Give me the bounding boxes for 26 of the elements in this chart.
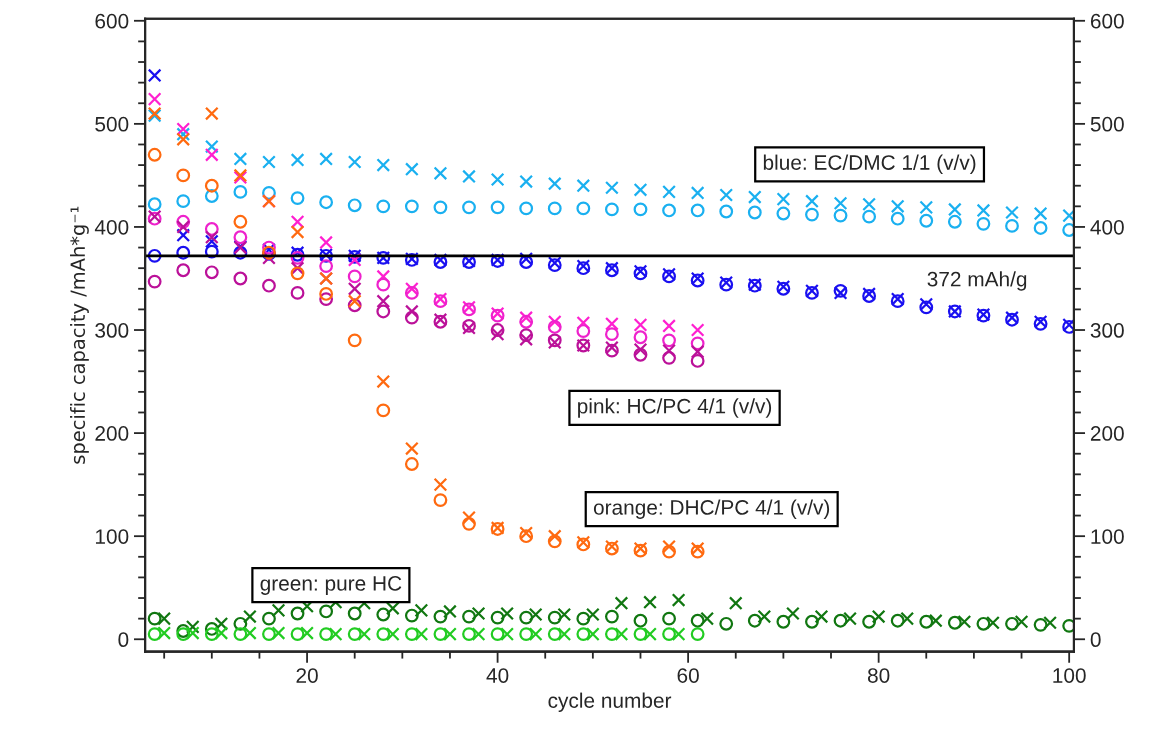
- y-tick-label: 200: [95, 426, 129, 441]
- ref-line-label: 372 mAh/g: [927, 271, 1027, 291]
- annotation: blue: EC/DMC 1/1 (v/v): [763, 154, 976, 174]
- x-tick-label: 40: [486, 668, 509, 683]
- x-tick-label: 60: [677, 668, 699, 683]
- annotation: green: pure HC: [260, 576, 402, 595]
- y2-tick-label: 0: [1090, 632, 1101, 648]
- y2-tick-label: 400: [1090, 219, 1124, 235]
- y-axis-title: specific capacity /mAh*g⁻¹: [70, 206, 89, 464]
- y2-tick-label: 100: [1091, 529, 1124, 544]
- x-tick-label: 80: [867, 668, 890, 683]
- y2-tick-label: 200: [1090, 426, 1124, 441]
- y-tick-label: 100: [95, 529, 129, 544]
- y-tick-label: 600: [95, 13, 129, 29]
- annotation: orange: DHC/PC 4/1 (v/v): [593, 499, 830, 519]
- y2-tick-label: 500: [1090, 116, 1124, 132]
- y2-tick-label: 600: [1090, 13, 1124, 29]
- y-tick-label: 400: [94, 219, 129, 235]
- x-tick-label: 100: [1053, 668, 1086, 683]
- x-tick-label: 20: [296, 668, 318, 683]
- y2-tick-label: 300: [1090, 323, 1124, 338]
- y-tick-label: 500: [95, 116, 129, 132]
- annotation: pink: HC/PC 4/1 (v/v): [578, 398, 772, 418]
- x-axis-title: cycle number: [548, 692, 672, 712]
- y-tick-label: 0: [118, 632, 129, 648]
- y-tick-label: 300: [95, 323, 129, 338]
